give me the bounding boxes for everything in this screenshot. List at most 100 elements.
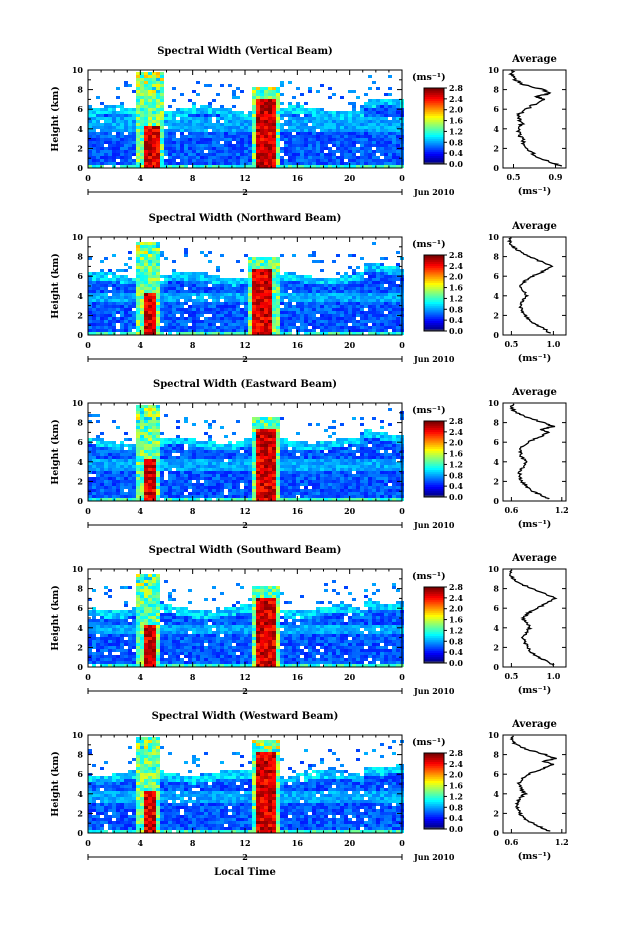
- x-tick-label: 12: [239, 838, 250, 848]
- average-y-tick-label: 8: [493, 418, 499, 428]
- colorbar-tick-label: 0.8: [449, 137, 463, 147]
- x-tick-label: 0: [399, 506, 405, 516]
- day-label: 2: [242, 852, 248, 862]
- colorbar-tick-label: 1.2: [449, 293, 463, 303]
- x-tick-label: 12: [239, 506, 250, 516]
- panel-4: Spectral Width (Southward Beam) 0 2 4 6 8 10 0 4…: [50, 545, 567, 696]
- colorbar-tick-label: 2.4: [449, 94, 463, 104]
- colorbar: (ms⁻¹) 0.00.40.81.21.62.02.42.8: [412, 405, 463, 502]
- average-unit: (ms⁻¹): [518, 519, 552, 530]
- colorbar-unit: (ms⁻¹): [412, 571, 446, 582]
- y-tick-label: 0: [77, 330, 83, 340]
- date-label: Jun 2010: [413, 686, 455, 696]
- colorbar-tick-label: 2.8: [449, 83, 463, 93]
- colorbar-tick-label: 2.8: [449, 250, 463, 260]
- colorbar-tick-label: 0.0: [449, 326, 463, 336]
- x-tick-label: 0: [85, 672, 91, 682]
- date-label: Jun 2010: [413, 520, 455, 530]
- colorbar-tick-label: 0.8: [449, 304, 463, 314]
- y-tick-label: 2: [77, 143, 83, 153]
- average-title: Average: [511, 387, 557, 398]
- y-tick-label: 4: [77, 291, 83, 301]
- average-y-tick-label: 4: [493, 789, 499, 799]
- panel-title: Spectral Width (Vertical Beam): [157, 46, 333, 57]
- y-tick-label: 6: [77, 437, 83, 447]
- day-label: 2: [242, 187, 248, 197]
- x-tick-label: 4: [138, 672, 144, 682]
- average-x-tick-label: 1.0: [546, 339, 560, 349]
- x-tick-label: 0: [399, 173, 405, 183]
- colorbar-tick-label: 1.2: [449, 459, 463, 469]
- y-tick-label: 10: [72, 730, 84, 740]
- average-x-tick-label: 1.0: [546, 671, 560, 681]
- colorbar-tick-label: 1.6: [449, 116, 463, 126]
- colorbar-frame: [423, 586, 445, 664]
- average-y-tick-label: 2: [493, 310, 499, 320]
- colorbar-tick-label: 2.0: [449, 105, 463, 115]
- colorbar-tick-label: 1.2: [449, 791, 463, 801]
- y-tick-label: 2: [77, 642, 83, 652]
- y-tick-label: 0: [77, 662, 83, 672]
- y-tick-label: 6: [77, 603, 83, 613]
- x-tick-label: 0: [399, 838, 405, 848]
- colorbar: (ms⁻¹) 0.00.40.81.21.62.02.42.8: [412, 571, 463, 668]
- average-line: [509, 403, 556, 500]
- y-tick-label: 4: [77, 124, 83, 134]
- average-y-tick-label: 6: [493, 437, 499, 447]
- y-tick-label: 8: [77, 750, 83, 760]
- average-y-tick-label: 8: [493, 750, 499, 760]
- average-y-tick-label: 2: [493, 476, 499, 486]
- x-tick-label: 20: [344, 672, 356, 682]
- panel-3: Spectral Width (Eastward Beam) 0 2 4 6 8 10 0 4 8…: [50, 379, 569, 530]
- colorbar-tick-label: 0.4: [449, 315, 463, 325]
- average-y-tick-label: 4: [493, 124, 499, 134]
- average-y-tick-label: 10: [488, 730, 500, 740]
- panel-2: Spectral Width (Northward Beam) 0 2 4 6 8 10 0 4…: [50, 213, 567, 364]
- y-tick-label: 10: [72, 398, 84, 408]
- average-y-tick-label: 2: [493, 808, 499, 818]
- x-tick-label: 4: [138, 506, 144, 516]
- x-tick-label: 4: [138, 838, 144, 848]
- average-y-tick-label: 0: [493, 828, 499, 838]
- average-frame: [502, 69, 567, 169]
- colorbar-tick-label: 0.8: [449, 636, 463, 646]
- y-tick-label: 10: [72, 232, 84, 242]
- y-tick-label: 2: [77, 476, 83, 486]
- colorbar-tick-label: 1.6: [449, 449, 463, 459]
- colorbar-tick-label: 1.6: [449, 615, 463, 625]
- colorbar: (ms⁻¹) 0.00.40.81.21.62.02.42.8: [412, 72, 463, 169]
- x-tick-label: 0: [85, 506, 91, 516]
- y-tick-label: 0: [77, 828, 83, 838]
- y-tick-label: 8: [77, 418, 83, 428]
- colorbar-tick-label: 0.4: [449, 148, 463, 158]
- colorbar-tick-label: 1.2: [449, 126, 463, 136]
- y-tick-label: 0: [77, 163, 83, 173]
- colorbar-tick-label: 2.4: [449, 427, 463, 437]
- average-profile: Average 0 2 4 6 8 10 0.5 0.9 (ms⁻¹): [488, 54, 567, 197]
- x-tick-label: 16: [292, 672, 304, 682]
- y-tick-label: 2: [77, 808, 83, 818]
- x-tick-label: 0: [399, 340, 405, 350]
- x-tick-label: 4: [138, 340, 144, 350]
- average-y-tick-label: 4: [493, 457, 499, 467]
- y-tick-label: 10: [72, 564, 84, 574]
- average-y-tick-label: 0: [493, 163, 499, 173]
- average-y-tick-label: 0: [493, 662, 499, 672]
- y-tick-label: 10: [72, 65, 84, 75]
- x-tick-label: 0: [85, 173, 91, 183]
- x-tick-label: 8: [190, 506, 196, 516]
- colorbar-tick-label: 2.4: [449, 759, 463, 769]
- average-y-tick-label: 8: [493, 85, 499, 95]
- panel-1: Spectral Width (Vertical Beam) 0 2 4 6 8 10 0 4 8…: [50, 46, 567, 197]
- colorbar: (ms⁻¹) 0.00.40.81.21.62.02.42.8: [412, 239, 463, 336]
- colorbar-tick-label: 0.8: [449, 802, 463, 812]
- average-y-tick-label: 8: [493, 584, 499, 594]
- average-x-tick-label: 0.6: [504, 837, 518, 847]
- y-axis-label: Height (km): [50, 253, 61, 319]
- heatmap: [88, 574, 404, 667]
- average-title: Average: [511, 221, 557, 232]
- average-y-tick-label: 2: [493, 143, 499, 153]
- x-tick-label: 20: [344, 340, 356, 350]
- average-x-tick-label: 1.2: [555, 837, 569, 847]
- y-axis-label: Height (km): [50, 585, 61, 651]
